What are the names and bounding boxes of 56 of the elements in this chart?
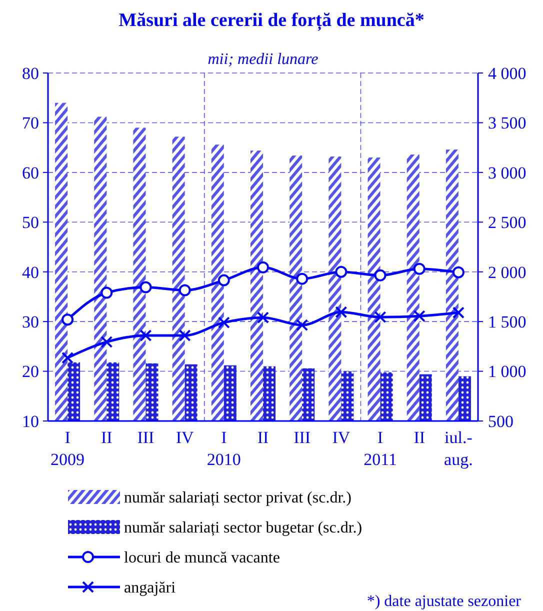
point bbox=[335, 266, 348, 278]
y-tick-label: 30 bbox=[22, 312, 39, 332]
point bbox=[178, 284, 191, 296]
chart-subtitle: mii; medii lunare bbox=[208, 51, 318, 68]
point bbox=[178, 329, 191, 342]
point bbox=[100, 286, 113, 299]
point bbox=[413, 310, 426, 322]
y-tick-label: 80 bbox=[22, 64, 39, 83]
point bbox=[452, 266, 464, 278]
point bbox=[140, 281, 152, 294]
point bbox=[335, 306, 348, 318]
y2-tick-label: 2 000 bbox=[488, 262, 526, 282]
y2-tick-label: 500 bbox=[488, 412, 514, 431]
point bbox=[374, 269, 386, 282]
point bbox=[62, 352, 74, 364]
point bbox=[257, 261, 269, 274]
y-tick-label: 70 bbox=[22, 114, 39, 133]
point bbox=[62, 314, 74, 326]
x-tick-label: III bbox=[137, 428, 155, 447]
point bbox=[218, 316, 230, 329]
y-tick-label: 10 bbox=[22, 412, 39, 431]
y2-tick-label: 1 000 bbox=[488, 362, 526, 382]
y-tick-label: 50 bbox=[22, 213, 39, 232]
legend-label: număr salariați sector bugetar (sc.dr.) bbox=[124, 520, 362, 537]
y-tick-label: 40 bbox=[22, 262, 39, 282]
legend-label: angajări bbox=[124, 580, 176, 597]
point bbox=[296, 272, 308, 285]
point bbox=[452, 306, 464, 319]
x-tick-label: III bbox=[294, 428, 311, 447]
text: *) date ajustate sezonier bbox=[366, 593, 522, 610]
x-tick-label: IV bbox=[176, 428, 195, 447]
point bbox=[140, 329, 152, 342]
point bbox=[374, 311, 386, 324]
point bbox=[218, 274, 230, 286]
x-tick-label: II bbox=[100, 428, 113, 447]
legend-label: număr salariați sector privat (sc.dr.) bbox=[124, 490, 352, 507]
x-tick-label: I 2009 bbox=[50, 428, 85, 469]
x-tick-label: II bbox=[414, 428, 426, 447]
chart-title: Măsuri ale cererii de forță de muncă* bbox=[118, 10, 424, 31]
x-tick-label: I 2010 bbox=[206, 428, 241, 469]
y-tick-label: 20 bbox=[22, 362, 39, 382]
y2-tick-label: 1 500 bbox=[488, 312, 526, 332]
y2-tick-label: 4 000 bbox=[488, 64, 526, 83]
point bbox=[100, 336, 113, 348]
y2-tick-label: 3 500 bbox=[488, 114, 526, 133]
x-tick-label: iul.- aug. bbox=[444, 428, 473, 469]
point bbox=[413, 262, 426, 275]
y2-tick-label: 2 500 bbox=[488, 213, 526, 232]
x-tick-label: IV bbox=[332, 428, 351, 447]
legend-label: locuri de muncă vacante bbox=[124, 550, 280, 567]
point bbox=[296, 319, 308, 332]
x-tick-label: I 2011 bbox=[364, 428, 397, 469]
point bbox=[257, 312, 269, 324]
y2-tick-label: 3 000 bbox=[488, 163, 526, 182]
x-tick-label: II bbox=[257, 428, 269, 447]
y-tick-label: 60 bbox=[22, 163, 39, 182]
